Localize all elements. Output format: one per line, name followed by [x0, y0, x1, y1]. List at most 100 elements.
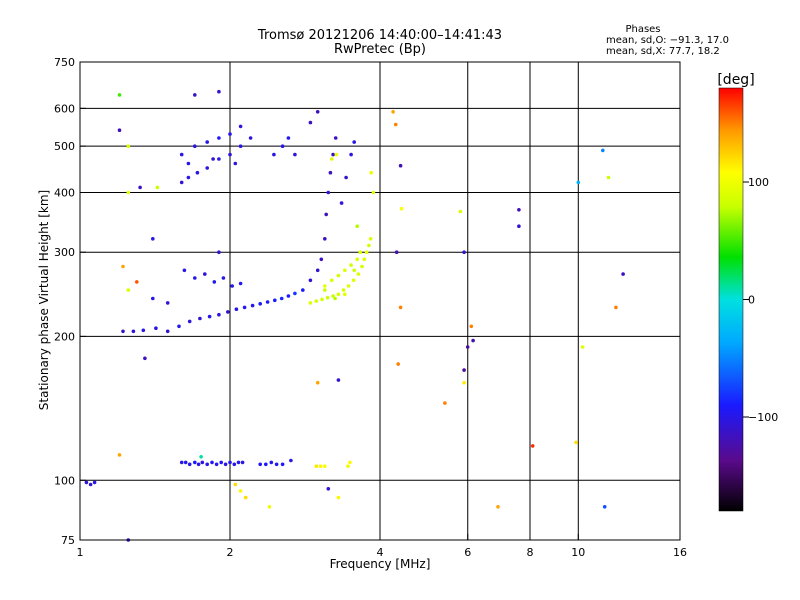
- phase-heading: Phases: [625, 24, 660, 35]
- data-point: [126, 288, 131, 292]
- data-point: [272, 152, 276, 157]
- data-point: [462, 368, 466, 372]
- data-point: [308, 278, 313, 283]
- colorbar-ticks: 100 0 −100: [743, 176, 778, 424]
- data-point: [232, 462, 237, 467]
- data-point: [264, 462, 268, 467]
- data-point: [117, 453, 122, 457]
- y-tick-label: 600: [54, 102, 75, 115]
- data-point: [217, 136, 221, 140]
- data-point: [221, 276, 226, 280]
- data-point: [121, 264, 125, 269]
- data-point: [240, 460, 245, 465]
- data-point: [355, 257, 360, 262]
- data-point: [328, 170, 333, 175]
- data-point: [606, 175, 611, 180]
- data-point: [88, 482, 93, 487]
- data-point: [265, 300, 270, 304]
- data-point: [293, 291, 297, 296]
- data-point: [92, 480, 97, 485]
- data-point: [349, 263, 353, 267]
- colorbar-label: [deg]: [717, 72, 754, 88]
- data-point: [352, 140, 357, 144]
- data-point: [242, 305, 247, 310]
- data-point: [205, 166, 209, 170]
- data-point: [177, 324, 181, 329]
- data-point: [205, 140, 209, 144]
- data-point: [200, 460, 205, 465]
- data-point: [217, 157, 221, 161]
- data-point: [267, 505, 272, 509]
- data-point: [602, 505, 607, 509]
- data-point: [352, 268, 357, 273]
- data-point: [233, 482, 238, 487]
- data-point: [496, 505, 500, 509]
- data-point: [314, 464, 319, 469]
- data-point: [238, 489, 243, 493]
- data-point: [333, 136, 338, 140]
- data-point: [179, 460, 184, 465]
- data-point: [329, 278, 334, 283]
- data-point: [323, 237, 327, 241]
- data-point: [339, 201, 344, 205]
- data-point: [238, 281, 243, 286]
- data-point: [228, 460, 232, 465]
- data-point: [280, 144, 285, 148]
- x-tick-label: 8: [527, 546, 534, 559]
- data-point: [315, 268, 320, 273]
- data-point: [228, 152, 232, 157]
- data-point: [151, 296, 155, 301]
- data-point: [117, 93, 122, 97]
- data-point: [126, 144, 131, 148]
- data-point: [530, 444, 535, 448]
- data-point: [580, 345, 585, 349]
- data-point: [346, 284, 351, 288]
- y-tick-label: 500: [54, 140, 75, 153]
- data-point: [186, 175, 191, 180]
- data-point: [196, 462, 201, 467]
- data-point: [324, 212, 329, 217]
- data-point: [179, 180, 184, 185]
- data-point: [344, 175, 348, 180]
- data-point: [576, 180, 581, 185]
- data-point: [315, 380, 320, 385]
- data-point: [334, 152, 339, 157]
- data-point: [228, 132, 232, 136]
- data-point: [371, 190, 376, 195]
- data-point: [621, 272, 625, 276]
- y-tick-label: 400: [54, 186, 75, 199]
- colorbar-tick-label: −100: [748, 411, 778, 424]
- data-point: [187, 462, 192, 467]
- data-point: [250, 303, 255, 308]
- data-point: [131, 329, 136, 334]
- data-point: [348, 460, 352, 465]
- data-point: [210, 460, 214, 465]
- data-point: [286, 294, 291, 298]
- data-point: [121, 329, 125, 334]
- data-point: [360, 264, 364, 269]
- data-point: [233, 161, 238, 166]
- y-tick-label: 300: [54, 246, 75, 259]
- data-point: [356, 272, 361, 276]
- data-point: [396, 362, 401, 366]
- data-point: [323, 464, 327, 469]
- data-point: [517, 224, 521, 228]
- colorbar-gradient: [718, 87, 744, 512]
- data-point: [273, 298, 277, 303]
- data-point: [230, 284, 234, 288]
- data-point: [274, 462, 279, 467]
- data-point: [193, 93, 197, 97]
- data-point: [394, 250, 399, 254]
- data-point: [193, 144, 197, 148]
- data-point: [126, 190, 131, 195]
- y-tick-label: 200: [54, 330, 75, 343]
- data-point: [280, 462, 285, 467]
- y-tick-label: 750: [54, 56, 75, 69]
- phase-mean-x: mean, sd,X: 77.7, 18.2: [606, 46, 720, 57]
- data-point: [182, 268, 187, 273]
- data-point: [211, 157, 215, 161]
- plot-area: 1 2 4 6 8 10 16 75 100 200 300 400 500 600 750: [54, 56, 687, 559]
- data-point: [331, 294, 335, 298]
- data-point: [84, 480, 89, 485]
